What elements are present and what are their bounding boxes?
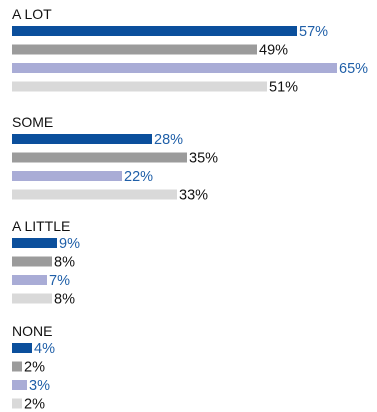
bar-group: SOME 28% 35% 22% 33% (12, 114, 218, 204)
bar-value-label: 7% (49, 273, 70, 289)
bar (12, 26, 297, 36)
bar-value-label: 22% (124, 169, 153, 185)
bar-value-label: 9% (59, 236, 80, 252)
bar-value-label: 57% (299, 24, 328, 40)
bar-value-label: 51% (269, 80, 298, 96)
bar (12, 398, 22, 409)
bar-value-label: 3% (29, 378, 50, 394)
bar (12, 171, 122, 181)
group-label: SOME (12, 114, 53, 130)
bar (12, 63, 337, 73)
bar (12, 275, 47, 285)
bar-value-label: 8% (54, 255, 75, 271)
bar (12, 380, 27, 390)
bar-value-label: 28% (154, 132, 183, 148)
bar-value-label: 4% (34, 341, 55, 357)
bar (12, 81, 267, 92)
bar (12, 256, 52, 267)
group-label: A LITTLE (12, 218, 70, 234)
chart-groups: A LOT 57% 49% 65% 51% SOME 28% 35% 22% 33% A LITTL… (12, 6, 368, 412)
bar (12, 238, 57, 248)
bar-group: A LOT 57% 49% 65% 51% (12, 6, 368, 96)
group-label: NONE (12, 323, 52, 339)
bar (12, 361, 22, 372)
bar (12, 152, 187, 163)
bar (12, 134, 152, 144)
group-label: A LOT (12, 6, 52, 22)
bar-value-label: 33% (179, 188, 208, 204)
bar-value-label: 2% (24, 360, 45, 376)
bar-group: NONE 4% 2% 3% 2% (12, 323, 55, 412)
bar-value-label: 65% (339, 61, 368, 77)
bar (12, 44, 257, 55)
bar (12, 189, 177, 200)
bar (12, 343, 32, 353)
bar-value-label: 2% (24, 397, 45, 412)
bar (12, 293, 52, 304)
bar-group: A LITTLE 9% 8% 7% 8% (12, 218, 80, 308)
bar-value-label: 8% (54, 292, 75, 308)
bar-value-label: 35% (189, 151, 218, 167)
bar-value-label: 49% (259, 43, 288, 59)
